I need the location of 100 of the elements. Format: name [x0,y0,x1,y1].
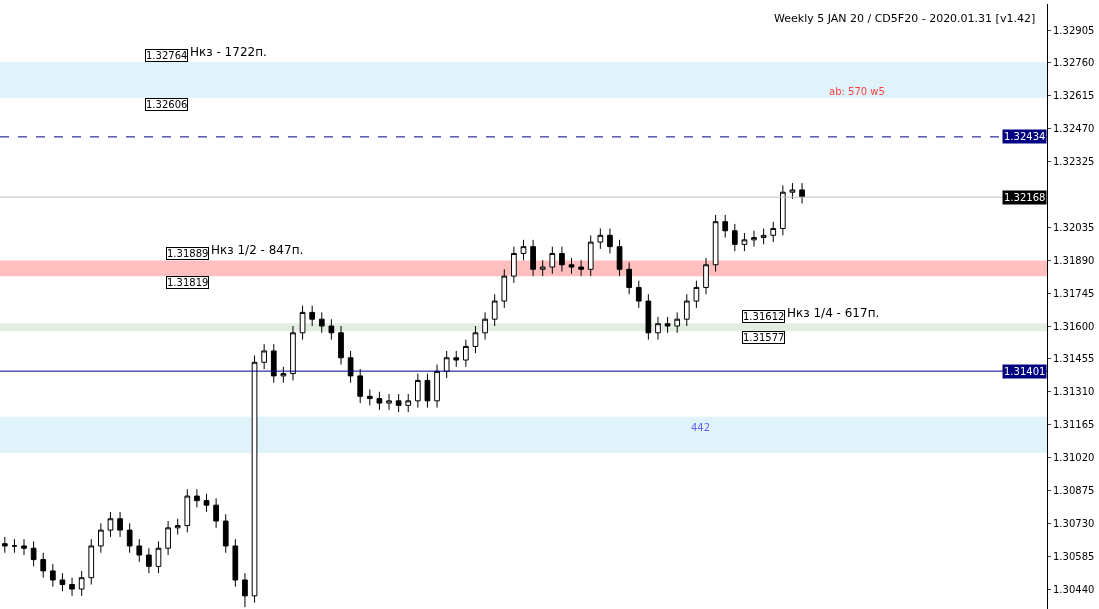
y-tick-label: 1.32905 [1053,24,1095,36]
candlestick [616,239,623,277]
candlestick [703,257,709,295]
candlestick [203,493,210,513]
candlestick [98,522,104,554]
candlestick [1,536,8,554]
candlestick [69,577,75,597]
candlestick [712,214,719,273]
candlestick [184,488,191,533]
band-label: Нкз 1/4 - 617п. [787,306,880,320]
candlestick [78,570,85,597]
ref-line-label: 1.32434 [1004,131,1046,142]
candlestick [30,540,37,567]
y-tick-label: 1.32615 [1053,90,1095,102]
candlestick [731,223,738,252]
candlestick [40,552,47,579]
candlestick [347,350,354,384]
candlestick [213,497,219,529]
annotation: Weekly 5 JAN 20 / CD5F20 - 2020.01.31 [v1.42] [774,12,1036,25]
candlestick [414,373,421,409]
candlestick [780,184,786,236]
annotation: 1.31889 [167,248,209,259]
annotation: 1.31612 [743,311,785,322]
candlestick [59,572,66,592]
annotation: 1.31819 [167,277,209,288]
ref-line-label: 1.32168 [1004,192,1046,203]
candlestick [21,538,27,556]
y-tick-label: 1.31165 [1053,419,1095,431]
candlestick [626,262,633,295]
y-tick-label: 1.32325 [1053,156,1095,168]
y-tick-label: 1.30875 [1053,484,1095,496]
candlestick [741,232,748,252]
ref-line-label: 1.31401 [1004,366,1046,377]
candlestick [280,366,287,384]
candlestick [578,259,584,277]
candlestick [760,227,767,245]
candlestick [232,538,239,588]
candlestick [366,388,373,406]
candlestick [587,234,594,277]
y-tick-label: 1.31600 [1053,320,1095,332]
candlestick [174,518,181,536]
candlestick [299,305,306,341]
candlestick [357,368,364,404]
candlestick [568,257,575,275]
candlestick [607,227,613,254]
y-tick-label: 1.30440 [1053,583,1095,595]
candlestick [318,311,325,334]
y-tick-label: 1.32470 [1053,123,1095,135]
y-tick-label: 1.31455 [1053,353,1095,365]
candlestick [405,393,412,413]
annotation: 1.32606 [146,99,188,110]
candlestick [194,488,200,508]
y-tick-label: 1.31890 [1053,254,1095,266]
band-label: Нкз - 1722п. [190,45,267,59]
candlestick [645,293,652,341]
candlestick [251,354,258,604]
candlestick [242,572,248,608]
candlestick [722,214,729,239]
y-tick-label: 1.30730 [1053,517,1095,529]
candlestick [770,221,777,243]
y-tick-label: 1.32035 [1053,221,1095,233]
candlestick [386,393,392,411]
candlestick [501,268,508,309]
candlestick [49,563,56,588]
candlestick [491,293,498,327]
candlestick [693,280,700,309]
candlestick [520,239,527,261]
candlestick [107,511,114,538]
candlestick [482,311,488,341]
candlestick [376,391,383,411]
candlestick [453,350,460,368]
candlestick [270,343,277,384]
candlestick [155,540,162,574]
candlestick [424,373,431,409]
candlestick [126,522,133,554]
candlestick [443,350,450,379]
candlestick [549,246,556,275]
candlestick [338,325,344,366]
candlestick [136,538,143,563]
candlestick [165,520,171,556]
candlestick [799,182,805,205]
candlestick [530,239,536,277]
candlestick [117,511,123,538]
candlestick [261,343,267,370]
annotation: ab: 570 w5 [829,86,885,97]
candlestick [597,227,604,250]
candlestick [395,393,402,413]
annotation: 442 [691,422,711,433]
candlestick [789,182,796,200]
annotation: 1.31577 [743,332,785,343]
candlestick [328,318,335,341]
candlestick [674,311,681,334]
candlestick [751,230,757,248]
y-tick-label: 1.30585 [1053,550,1095,562]
y-tick-label: 1.31745 [1053,287,1095,299]
candlestick [146,547,152,574]
candlestick [290,325,296,381]
candlestick [511,246,517,284]
y-tick-label: 1.31310 [1053,386,1095,398]
candlestick [222,513,229,554]
